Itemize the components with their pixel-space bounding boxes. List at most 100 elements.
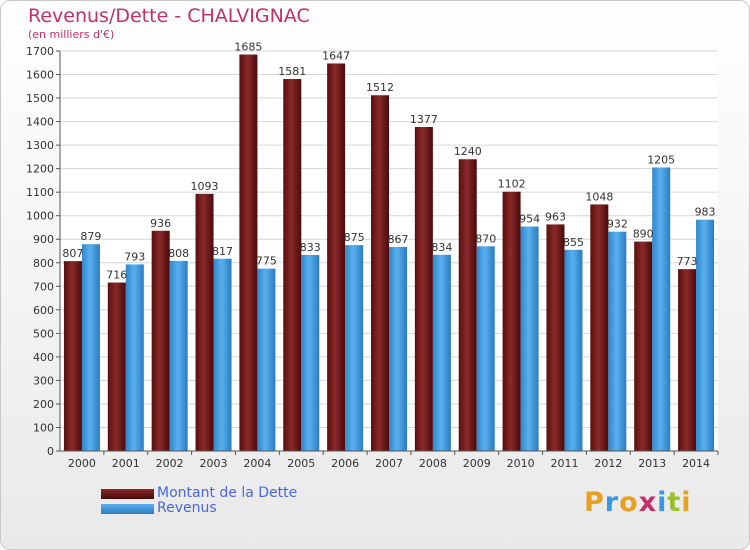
bar-revenus — [520, 226, 539, 451]
logo-letter: r — [604, 487, 620, 518]
x-tick-label: 2004 — [243, 457, 271, 470]
logo-letter: i — [657, 487, 668, 518]
value-label-debt: 890 — [633, 228, 654, 241]
bar-debt — [546, 224, 565, 451]
bar-debt — [63, 261, 82, 451]
value-label-revenus: 817 — [212, 245, 233, 258]
x-tick-label: 2005 — [287, 457, 315, 470]
bar-debt — [414, 127, 433, 451]
bar-revenus — [345, 245, 364, 451]
y-tick-label: 900 — [33, 233, 54, 246]
bar-debt — [283, 79, 302, 451]
x-tick-label: 2008 — [419, 457, 447, 470]
bar-revenus — [564, 249, 583, 451]
y-tick-label: 500 — [33, 327, 54, 340]
bar-debt — [502, 191, 521, 452]
value-label-revenus: 879 — [80, 230, 101, 243]
x-tick-label: 2010 — [507, 457, 535, 470]
y-tick-label: 1200 — [26, 163, 54, 176]
bar-revenus — [696, 219, 715, 451]
value-label-revenus: 775 — [256, 255, 277, 268]
y-tick-label: 1000 — [26, 210, 54, 223]
chart-subtitle: (en milliers d'€) — [28, 28, 115, 41]
x-tick-label: 2014 — [682, 457, 710, 470]
y-tick-label: 100 — [33, 421, 54, 434]
y-tick-label: 800 — [33, 257, 54, 270]
value-label-debt: 807 — [62, 247, 83, 260]
bar-revenus — [389, 247, 407, 451]
value-label-revenus: 834 — [431, 241, 452, 254]
bar-debt — [195, 193, 214, 451]
x-tick-label: 2003 — [200, 457, 228, 470]
bar-debt — [327, 63, 346, 452]
y-tick-label: 1500 — [26, 92, 54, 105]
bar-debt — [678, 269, 697, 451]
legend-swatch-debt — [101, 489, 154, 499]
x-tick-label: 2001 — [112, 457, 140, 470]
value-label-debt: 936 — [150, 217, 171, 230]
bar-debt — [590, 204, 609, 451]
value-label-debt: 1240 — [454, 145, 482, 158]
bar-debt — [107, 282, 126, 451]
bar-debt — [458, 159, 477, 451]
value-label-debt: 716 — [106, 269, 127, 282]
x-tick-label: 2000 — [68, 457, 96, 470]
value-label-debt: 1581 — [278, 65, 306, 78]
bar-debt — [371, 95, 389, 451]
axis-layer: 0 100 200 300 400 500 600 700 800 900 1000 1100 1200… — [26, 45, 719, 470]
y-tick-label: 1600 — [26, 69, 54, 82]
value-label-revenus: 793 — [124, 250, 145, 263]
y-tick-label: 1400 — [26, 116, 54, 129]
y-tick-label: 600 — [33, 304, 54, 317]
y-tick-label: 200 — [33, 398, 54, 411]
value-label-revenus: 855 — [563, 236, 584, 249]
legend-label-revenus: Revenus — [157, 500, 217, 516]
bar-revenus — [257, 268, 276, 451]
bar-revenus — [608, 231, 627, 451]
value-label-revenus: 867 — [388, 233, 409, 246]
value-label-revenus: 932 — [607, 218, 628, 231]
bar-revenus — [432, 254, 451, 451]
x-tick-label: 2009 — [463, 457, 491, 470]
value-label-debt: 1093 — [191, 180, 219, 193]
value-label-debt: 963 — [545, 210, 566, 223]
value-label-revenus: 808 — [168, 247, 189, 260]
value-label-debt: 1512 — [366, 81, 394, 94]
y-tick-label: 1100 — [26, 186, 54, 199]
y-tick-label: 700 — [33, 280, 54, 293]
logo-letter: i — [681, 487, 692, 518]
logo-letter: o — [619, 487, 639, 518]
y-tick-label: 0 — [47, 445, 54, 458]
value-label-revenus: 870 — [475, 232, 496, 245]
bar-revenus — [652, 167, 671, 451]
bar-revenus — [81, 244, 100, 451]
bar-debt — [151, 230, 170, 451]
logo-letter: P — [584, 487, 605, 518]
value-label-revenus: 954 — [519, 213, 540, 226]
chart-title: Revenus/Dette - CHALVIGNAC — [28, 5, 310, 27]
logo-letter: x — [638, 487, 658, 518]
bar-debt — [239, 54, 258, 451]
y-tick-label: 1700 — [26, 45, 54, 58]
value-label-debt: 1647 — [322, 49, 350, 62]
bar-revenus — [169, 260, 188, 451]
value-label-debt: 1685 — [234, 41, 262, 54]
bars-layer — [63, 54, 715, 452]
x-tick-label: 2007 — [375, 457, 403, 470]
x-tick-label: 2002 — [156, 457, 184, 470]
y-tick-label: 400 — [33, 351, 54, 364]
x-tick-label: 2011 — [550, 457, 578, 470]
value-label-debt: 1102 — [498, 178, 526, 191]
proxiti-logo: Proxiti — [584, 487, 692, 518]
bar-revenus — [213, 258, 232, 451]
legend-label-debt: Montant de la Dette — [157, 485, 298, 501]
value-label-debt: 1377 — [410, 113, 438, 126]
value-label-debt: 1048 — [585, 190, 613, 203]
logo-letter: t — [667, 487, 682, 518]
labels-layer: 807 879 716 793 936 808 1093 817 1685 775 1581 833 1… — [62, 41, 715, 282]
x-tick-label: 2006 — [331, 457, 359, 470]
value-label-revenus: 1205 — [647, 153, 675, 166]
bar-revenus — [125, 264, 144, 451]
value-label-revenus: 983 — [695, 206, 716, 219]
